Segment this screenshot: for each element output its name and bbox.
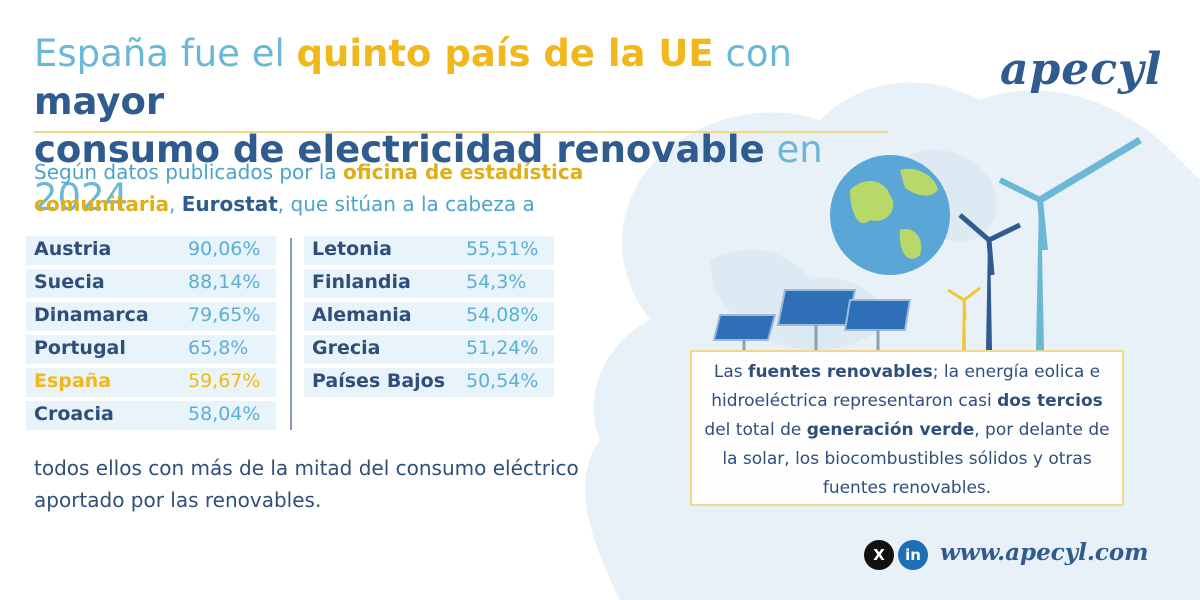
country-value: 55,51% <box>466 238 539 260</box>
info-emphasis: fuentes renovables <box>748 362 933 382</box>
country-value: 54,3% <box>466 271 527 293</box>
globe-icon <box>830 155 950 275</box>
headline-text: España fue el <box>34 32 297 75</box>
headline: España fue el quinto país de la UE con m… <box>34 30 894 222</box>
country-row: Finlandia 54,3% <box>304 269 554 298</box>
intro-text: Según datos publicados por la <box>34 160 344 184</box>
country-row: Suecia 88,14% <box>26 269 276 298</box>
country-row: Portugal 65,8% <box>26 335 276 364</box>
intro-highlight: oficina de estadística comunitaria <box>34 160 584 216</box>
headline-text: con <box>713 32 792 75</box>
country-name: Letonia <box>312 238 392 260</box>
info-emphasis: dos tercios <box>997 391 1103 411</box>
headline-highlight: quinto país de la UE <box>296 32 714 75</box>
intro-text: , <box>169 192 182 216</box>
country-name: Alemania <box>312 304 412 326</box>
info-text: , por delante de la solar, los biocombus… <box>722 420 1110 498</box>
linkedin-icon[interactable]: in <box>898 540 928 570</box>
country-name: Austria <box>34 238 112 260</box>
headline-emphasis: consumo de electricidad renovable <box>34 128 765 171</box>
website-link[interactable]: www.apecyl.com <box>940 539 1149 566</box>
country-list-left: Austria 90,06% Suecia 88,14% Dinamarca 79,6… <box>26 236 276 434</box>
country-value: 51,24% <box>466 337 539 359</box>
country-name: España <box>34 370 112 392</box>
country-value: 79,65% <box>188 304 261 326</box>
renewables-info-box: Las fuentes renovables; la energía eolic… <box>690 350 1124 506</box>
country-row: Alemania 54,08% <box>304 302 554 331</box>
title-divider <box>34 131 888 133</box>
country-name: Croacia <box>34 403 114 425</box>
country-row: Croacia 58,04% <box>26 401 276 430</box>
wind-turbine-icon <box>947 136 1142 350</box>
country-value: 50,54% <box>466 370 539 392</box>
headline-text: en 2024 <box>34 128 823 219</box>
country-row-highlighted: España 59,67% <box>26 368 276 397</box>
info-emphasis: generación verde <box>806 420 975 440</box>
country-value: 59,67% <box>188 370 261 392</box>
country-name: Suecia <box>34 271 105 293</box>
intro-paragraph: Según datos publicados por la oficina de… <box>34 156 634 220</box>
solar-panel-icon <box>712 289 912 355</box>
country-value: 90,06% <box>188 238 261 260</box>
column-divider <box>290 238 292 430</box>
country-name: Finlandia <box>312 271 411 293</box>
country-value: 54,08% <box>466 304 539 326</box>
country-name: Grecia <box>312 337 381 359</box>
x-icon[interactable]: X <box>864 540 894 570</box>
country-row: Países Bajos 50,54% <box>304 368 554 397</box>
renewables-illustration <box>712 136 1142 355</box>
intro-emphasis: Eurostat <box>181 192 278 216</box>
country-value: 88,14% <box>188 271 261 293</box>
country-value: 65,8% <box>188 337 249 359</box>
country-row: Grecia 51,24% <box>304 335 554 364</box>
social-links: X in <box>864 540 928 570</box>
closing-paragraph: todos ellos con más de la mitad del cons… <box>34 456 579 512</box>
country-list-right: Letonia 55,51% Finlandia 54,3% Alemania 54,… <box>304 236 554 401</box>
info-text: del total de <box>704 420 807 440</box>
country-name: Países Bajos <box>312 370 446 392</box>
country-value: 58,04% <box>188 403 261 425</box>
country-row: Austria 90,06% <box>26 236 276 265</box>
intro-text: , que sitúan a la cabeza a <box>277 192 535 216</box>
country-row: Letonia 55,51% <box>304 236 554 265</box>
headline-emphasis: mayor <box>34 80 165 123</box>
country-row: Dinamarca 79,65% <box>26 302 276 331</box>
country-name: Portugal <box>34 337 126 359</box>
apecyl-logo: apecyl <box>1000 44 1163 95</box>
info-text: ; la energía eolica e hidroeléctrica rep… <box>711 362 1101 411</box>
info-text: Las <box>713 362 749 382</box>
country-name: Dinamarca <box>34 304 149 326</box>
